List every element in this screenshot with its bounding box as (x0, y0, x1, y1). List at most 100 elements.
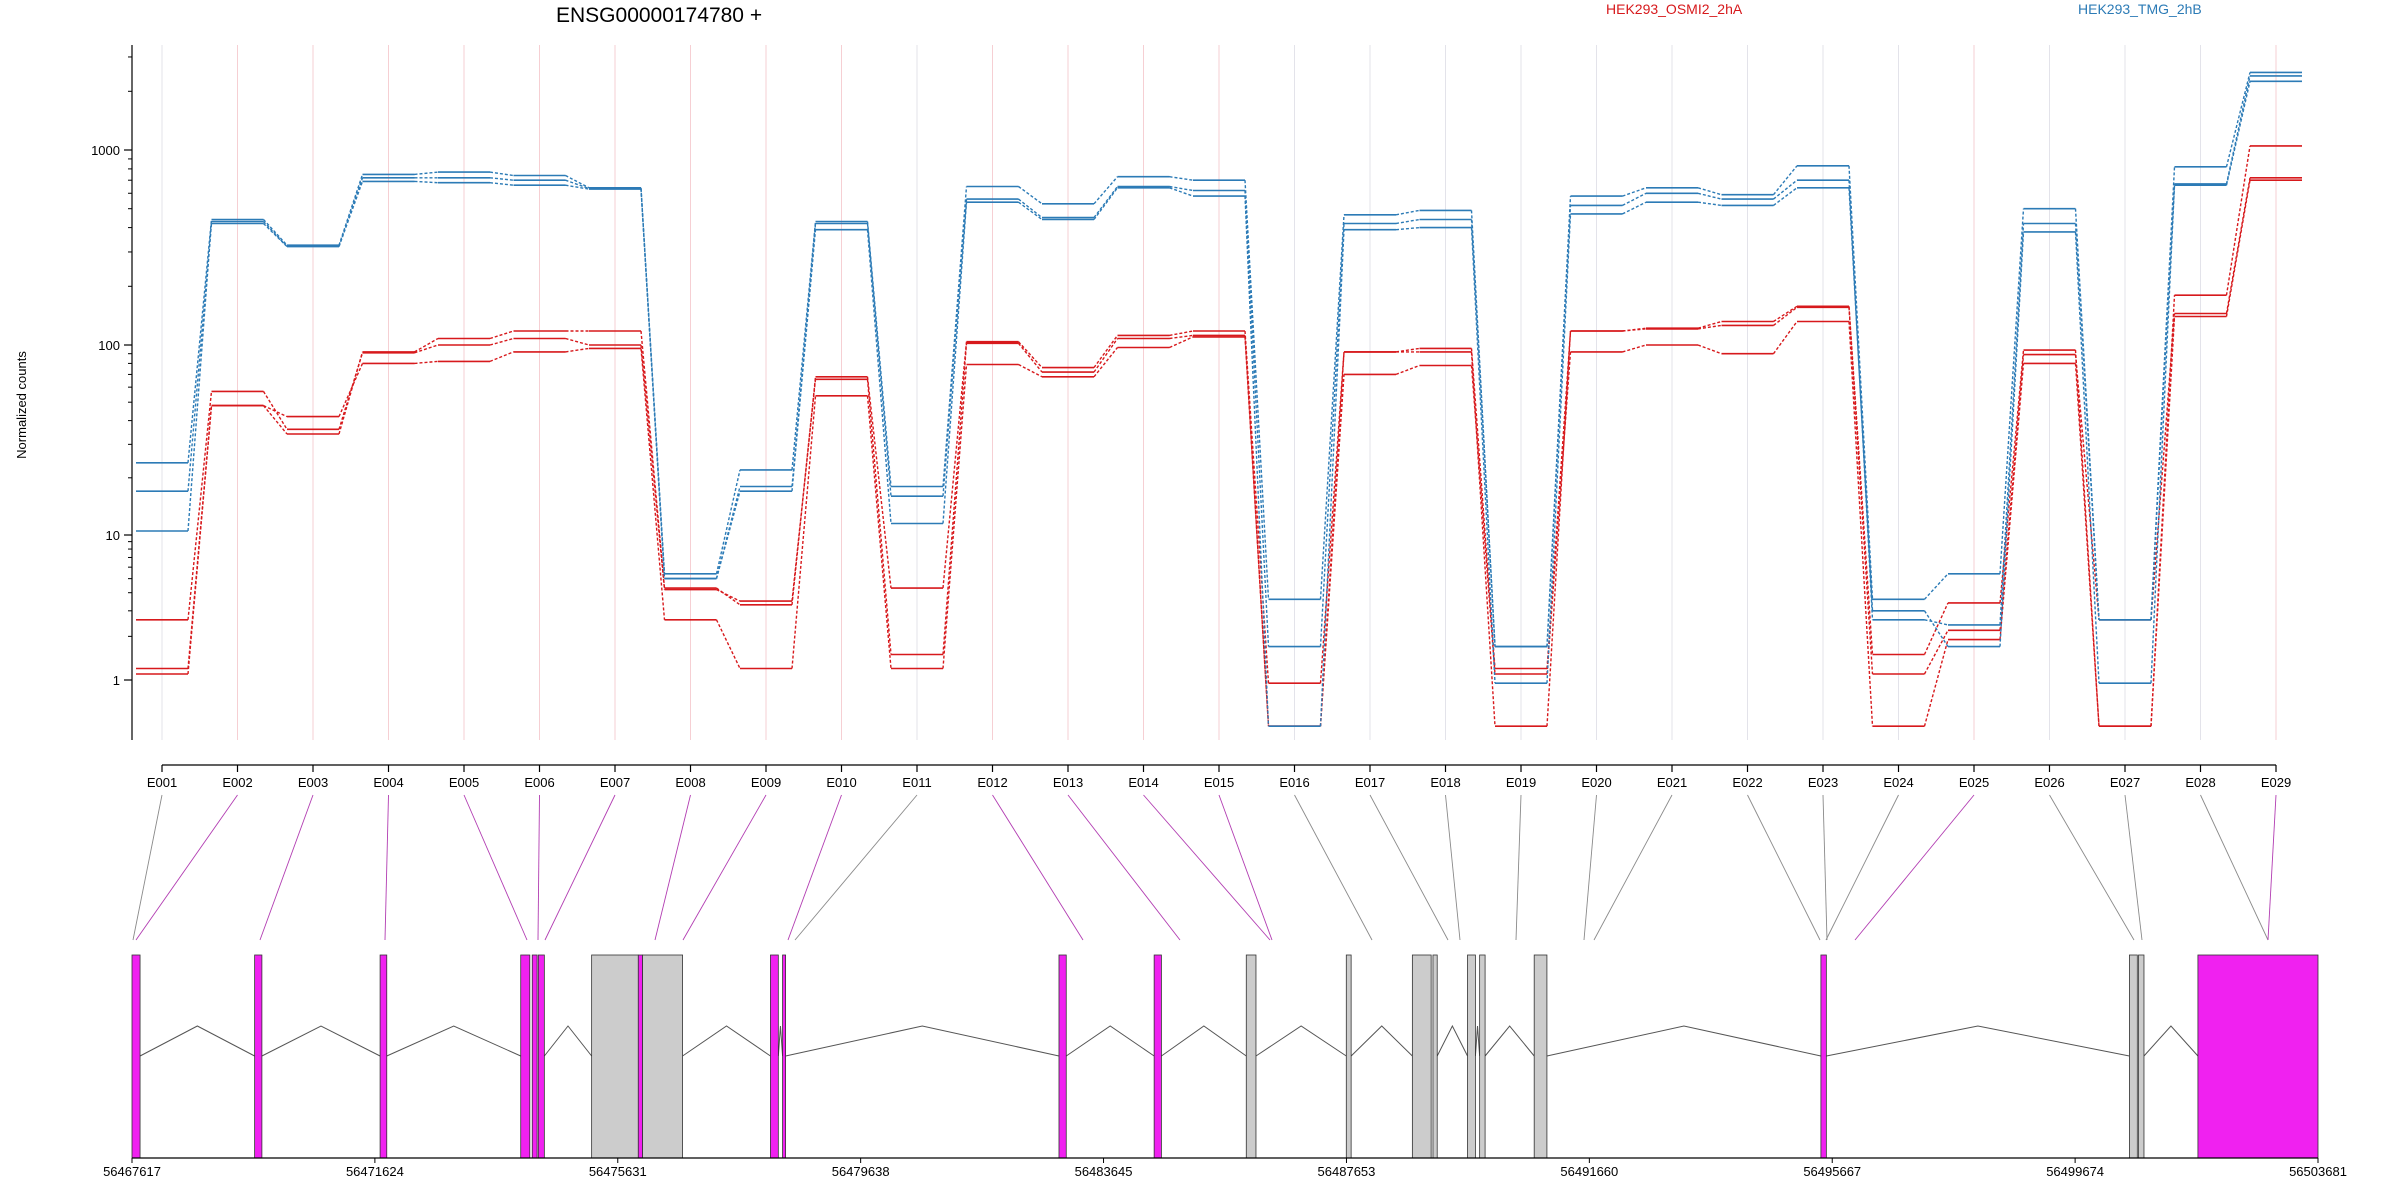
x-tick-label-e023: E023 (1808, 775, 1838, 790)
connector-e024 (1825, 794, 1899, 941)
genomic-axis: 56467617 56471624 56475631 56479638 56483645… (103, 1157, 2347, 1179)
connector-e010 (787, 794, 842, 941)
connector-e020 (1583, 794, 1597, 941)
x-tick-label-e022: E022 (1732, 775, 1762, 790)
x-axis: E001 E002 E003 E004 E005 E006 E007 E008 E009 E010… (147, 764, 2291, 790)
x-tick-label-e028: E028 (2185, 775, 2215, 790)
x-tick-label-e001: E001 (147, 775, 177, 790)
series-5-segments (136, 80, 2302, 727)
exon-box-11 (1058, 954, 1067, 1159)
genomic-tick-label: 56487653 (1318, 1164, 1376, 1179)
exon-box-2 (379, 954, 388, 1159)
connector-e001 (132, 794, 163, 941)
x-tick-label-e009: E009 (751, 775, 781, 790)
x-tick-label-e012: E012 (977, 775, 1007, 790)
intron-20 (1826, 1025, 2130, 1057)
intron-0 (139, 1025, 255, 1057)
connector-e026 (2049, 794, 2135, 941)
x-tick-label-e021: E021 (1657, 775, 1687, 790)
genomic-tick-label: 56475631 (589, 1164, 647, 1179)
series-4-connectors (187, 75, 2251, 647)
exon-box-19 (1533, 954, 1548, 1159)
exon-box-10 (782, 954, 787, 1159)
x-tick-label-e027: E027 (2110, 775, 2140, 790)
connector-e025 (1854, 794, 1975, 941)
genomic-tick-label: 56479638 (832, 1164, 890, 1179)
connector-e029 (2267, 794, 2277, 941)
intron-11 (1065, 1025, 1155, 1057)
chart-title: ENSG00000174780 + (556, 4, 762, 27)
y-tick-label-1: 1 (113, 673, 120, 688)
exon-box-20 (1820, 954, 1827, 1159)
series-2-connectors (187, 180, 2251, 727)
exon-box-7 (637, 954, 643, 1159)
series-2-segments (136, 179, 2302, 727)
x-tick-label-e029: E029 (2261, 775, 2291, 790)
connector-e011 (794, 794, 918, 941)
intron-13 (1255, 1025, 1347, 1057)
connector-e008 (654, 794, 691, 941)
genomic-tick-label: 56503681 (2289, 1164, 2347, 1179)
intron-10 (785, 1025, 1060, 1057)
x-tick-label-e015: E015 (1204, 775, 1234, 790)
x-tick-label-e018: E018 (1430, 775, 1460, 790)
exon-box-21 (2129, 954, 2138, 1159)
exon-box-1 (254, 954, 263, 1159)
connector-e019 (1515, 794, 1522, 941)
intron-19 (1546, 1025, 1822, 1057)
exon-box-4 (531, 954, 538, 1159)
connector-e013 (1067, 794, 1181, 941)
intron-17 (1474, 1025, 1481, 1057)
genomic-tick-label: 56495667 (1803, 1164, 1861, 1179)
y-tick-label-100: 100 (98, 338, 120, 353)
connector-e002 (135, 794, 238, 941)
connector-e016 (1294, 794, 1373, 941)
exon-box-23 (2197, 954, 2319, 1159)
connector-e015 (1218, 794, 1273, 941)
x-tick-label-e013: E013 (1053, 775, 1083, 790)
x-tick-label-e010: E010 (826, 775, 856, 790)
x-tick-label-e011: E011 (902, 775, 931, 790)
exon-box-12 (1153, 954, 1162, 1159)
intron-16 (1436, 1024, 1468, 1057)
y-axis: 1 10 100 1000 (91, 45, 133, 740)
x-tick-label-e016: E016 (1279, 775, 1309, 790)
connector-e022 (1747, 794, 1821, 941)
intron-2 (386, 1025, 521, 1057)
x-tick-label-e017: E017 (1355, 775, 1385, 790)
y-tick-label-10: 10 (106, 528, 120, 543)
genomic-tick-label: 56471624 (346, 1164, 404, 1179)
x-tick-label-e002: E002 (222, 775, 252, 790)
exon-box-9 (770, 954, 779, 1159)
exon-box-5 (537, 954, 545, 1159)
intron-18 (1484, 1025, 1535, 1057)
connector-e005 (463, 794, 528, 941)
intron-5 (543, 1025, 593, 1057)
genomic-tick-label: 56491660 (1560, 1164, 1618, 1179)
genomic-tick-label: 56499674 (2046, 1164, 2104, 1179)
exon-box-15 (1411, 954, 1432, 1159)
exon-gridlines (161, 45, 2277, 740)
x-tick-label-e005: E005 (449, 775, 479, 790)
connector-e017 (1369, 794, 1449, 941)
intron-12 (1161, 1025, 1247, 1057)
intron-1 (261, 1025, 381, 1057)
connector-e028 (2200, 794, 2269, 941)
connector-e003 (259, 794, 314, 941)
x-tick-label-e014: E014 (1128, 775, 1158, 790)
intron-9 (777, 1025, 784, 1057)
exon-box-13 (1245, 954, 1257, 1159)
x-tick-label-e024: E024 (1883, 775, 1913, 790)
intron-8 (682, 1025, 771, 1057)
connector-e027 (2124, 794, 2143, 941)
exon-box-17 (1467, 954, 1476, 1159)
exon-box-0 (131, 954, 141, 1159)
y-tick-label-1000: 1000 (91, 143, 120, 158)
connector-e009 (682, 794, 767, 941)
exon-box-22 (2138, 954, 2145, 1159)
intron-22 (2143, 1025, 2199, 1057)
connector-e007 (544, 794, 616, 941)
exon-box-16 (1432, 954, 1438, 1159)
exon-box-18 (1479, 954, 1486, 1159)
genomic-tick-label: 56483645 (1075, 1164, 1133, 1179)
